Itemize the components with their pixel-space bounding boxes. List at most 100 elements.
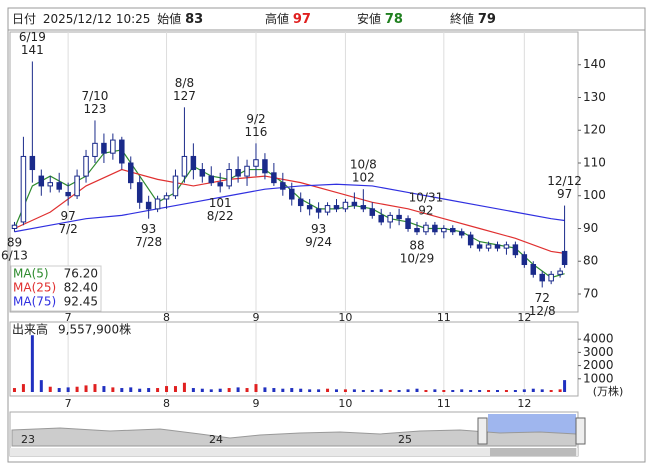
candle-body: [369, 208, 376, 216]
volume-bar: [84, 385, 88, 392]
candle-body: [458, 231, 465, 236]
annotation-value: 88: [409, 239, 424, 253]
volume-label: 出来高: [12, 322, 48, 337]
volume-bar: [281, 388, 285, 392]
annotation-value: 101: [209, 196, 232, 210]
legend-box: [10, 265, 102, 312]
volume-tick-label: 1000: [583, 371, 614, 385]
candle-body: [83, 155, 89, 177]
candle-body: [557, 270, 563, 275]
candle-body: [208, 175, 215, 184]
header-high: 高値 97: [265, 11, 311, 27]
volume-bar: [147, 388, 151, 392]
volume-panel: [9, 321, 579, 397]
navigator-scrollbar[interactable]: [10, 448, 578, 456]
candle-body: [521, 254, 528, 266]
volume-bar: [111, 387, 115, 392]
volume-bar: [370, 390, 374, 392]
volume-bar: [478, 390, 482, 392]
date-label: 日付: [12, 12, 36, 26]
annotation-value: 93: [311, 222, 326, 236]
annotation-date: 6/19: [19, 30, 46, 44]
y-tick-label: 100: [583, 188, 606, 202]
volume-bar: [522, 389, 526, 392]
volume-bar: [12, 388, 16, 392]
annotation-date: 7/10: [81, 89, 108, 103]
volume-bar: [513, 390, 517, 392]
candle-body: [494, 244, 501, 249]
volume-bar: [290, 388, 294, 392]
legend-value: 92.45: [64, 295, 98, 309]
candle-body: [145, 201, 152, 210]
annotation-value: 102: [352, 171, 375, 185]
x-tick-label: 12: [517, 311, 531, 324]
high-label: 高値: [265, 11, 289, 26]
candle-body: [226, 169, 232, 187]
legend-name: MA(5): [13, 267, 49, 281]
candle-body: [561, 250, 568, 266]
x-tick-label: 10: [338, 397, 352, 410]
navigator-thumb[interactable]: [490, 448, 576, 456]
volume-unit: (万株): [593, 384, 624, 398]
annotation-value: 97: [61, 209, 76, 223]
volume-bar: [129, 387, 133, 392]
candle-body: [110, 139, 116, 154]
annotation-date: 10/8: [350, 158, 377, 172]
volume-bar: [540, 389, 544, 392]
candle-body: [315, 208, 322, 213]
candle-body: [512, 244, 519, 256]
volume-bar: [93, 384, 97, 392]
candle-body: [65, 191, 71, 197]
y-tick-label: 70: [583, 286, 598, 300]
candle-body: [154, 198, 161, 210]
candle-body: [47, 182, 54, 187]
candle-body: [101, 142, 107, 154]
x-tick-label: 10: [338, 311, 352, 324]
candle-body: [289, 188, 295, 200]
candle-body: [441, 227, 447, 233]
candle-body: [217, 182, 223, 187]
x-tick-label: 11: [437, 397, 451, 410]
candle-body: [360, 205, 367, 210]
header-bar: [7, 7, 646, 31]
annotation-value: 72: [535, 291, 550, 305]
candle-body: [244, 165, 250, 177]
volume-bar: [352, 389, 356, 392]
annotation-value: 123: [84, 102, 107, 116]
volume-bar: [138, 388, 142, 392]
annotation-date: 7/2: [58, 222, 77, 236]
candle-body: [548, 273, 554, 282]
y-tick-label: 140: [583, 57, 606, 71]
volume-bar: [165, 386, 169, 392]
annotation-value: 92: [418, 203, 433, 217]
candle-body: [342, 201, 349, 210]
candle-body: [485, 244, 492, 249]
candle-body: [351, 201, 358, 207]
low-label: 安値: [357, 11, 381, 26]
volume-bar: [563, 380, 567, 392]
volume-bar: [531, 388, 535, 392]
frame: [7, 7, 646, 463]
candle-body: [29, 155, 36, 171]
x-tick-label: 8: [163, 397, 170, 410]
annotation-date: 10/31: [409, 190, 444, 204]
navigator-handle-left[interactable]: [477, 417, 488, 445]
navigator-label: 23: [21, 433, 35, 446]
candle-body: [539, 273, 545, 282]
volume-bar: [182, 382, 186, 392]
navigator-handle-right[interactable]: [575, 417, 586, 445]
volume-bar: [424, 390, 428, 392]
legend-value: 76.20: [64, 267, 98, 281]
ma-line: [14, 183, 565, 233]
candle-body: [476, 244, 483, 249]
volume-bar: [48, 386, 52, 392]
volume-bar: [361, 390, 365, 392]
volume-bar: [75, 386, 79, 392]
annotation-date: 6/13: [1, 248, 28, 262]
navigator-label: 25: [398, 433, 412, 446]
candle-body: [128, 162, 134, 184]
volume-bar: [487, 390, 491, 392]
y-tick-label: 80: [583, 254, 598, 268]
volume-bar: [254, 384, 258, 392]
navigator-label: 24: [209, 433, 223, 446]
